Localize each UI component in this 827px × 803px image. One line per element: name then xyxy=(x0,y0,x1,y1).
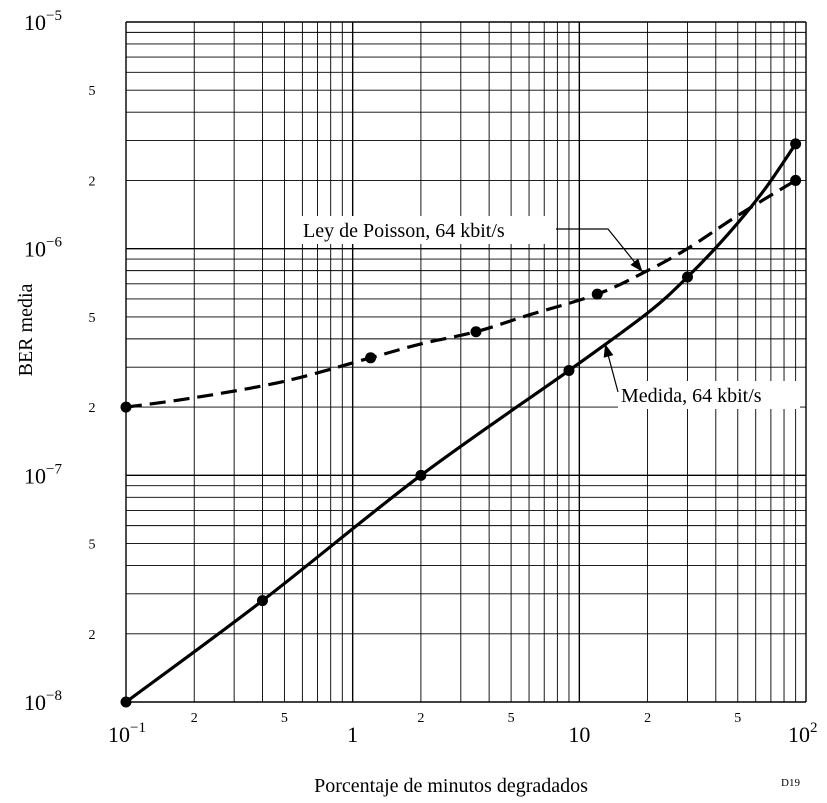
annotation-medida-bg xyxy=(618,381,800,409)
data-point-poisson xyxy=(120,401,132,413)
data-point-medida xyxy=(120,696,132,708)
y-tick-label-minor: 5 xyxy=(89,538,96,553)
data-point-poisson xyxy=(470,326,482,338)
y-tick-label-minor: 2 xyxy=(89,401,96,416)
x-tick-label: 1 xyxy=(347,722,358,747)
x-tick-label-minor: 2 xyxy=(191,711,198,726)
annotation-poisson: Ley de Poisson, 64 kbit/s xyxy=(300,216,643,273)
annotation-poisson-leader xyxy=(556,228,643,273)
data-point-medida xyxy=(790,138,802,150)
y-tick-label: 10−5 xyxy=(24,8,62,35)
x-tick-label-minor: 2 xyxy=(644,711,651,726)
y-tick-label: 10−8 xyxy=(24,688,62,715)
series-markers xyxy=(120,138,802,708)
x-tick-label: 10−1 xyxy=(108,720,146,747)
y-tick-label-minor: 5 xyxy=(89,84,96,99)
annotation-poisson-label: Ley de Poisson, 64 kbit/s xyxy=(303,220,505,242)
x-tick-label-minor: 2 xyxy=(417,711,424,726)
annotation-medida-arrowhead xyxy=(603,343,614,358)
data-point-poisson xyxy=(365,352,377,364)
x-tick-label: 102 xyxy=(788,720,818,747)
y-tick-label-minor: 5 xyxy=(89,311,96,326)
y-tick-label: 10−7 xyxy=(24,461,62,488)
x-axis-title: Porcentaje de minutos degradados xyxy=(314,775,588,797)
y-axis-title: BER media xyxy=(15,283,37,376)
y-tick-label-minor: 2 xyxy=(89,628,96,643)
x-tick-label: 10 xyxy=(568,722,590,747)
figure-code: D19 xyxy=(781,777,800,789)
data-point-medida xyxy=(563,365,575,377)
data-point-poisson xyxy=(591,288,603,300)
data-point-medida xyxy=(256,595,268,607)
annotation-medida: Medida, 64 kbit/s xyxy=(603,343,800,409)
data-point-medida xyxy=(415,469,427,481)
y-tick-label-minor: 2 xyxy=(89,174,96,189)
x-tick-label-minor: 5 xyxy=(508,711,515,726)
tick-labels: 10−1 1 10 102 2 5 2 5 2 5 10−5 10−6 10−7 10−8 5 2 5 2 5 2 xyxy=(24,8,818,747)
annotation-poisson-arrowhead xyxy=(630,258,643,272)
x-tick-label-minor: 5 xyxy=(734,711,741,726)
annotation-medida-label: Medida, 64 kbit/s xyxy=(621,385,762,407)
y-tick-label: 10−6 xyxy=(24,235,62,262)
x-tick-label-minor: 5 xyxy=(281,711,288,726)
series-line-poisson xyxy=(125,179,797,409)
data-point-poisson xyxy=(790,174,802,186)
annotation-poisson-bg xyxy=(300,216,555,244)
data-point-medida xyxy=(681,271,693,283)
grid xyxy=(125,21,807,703)
